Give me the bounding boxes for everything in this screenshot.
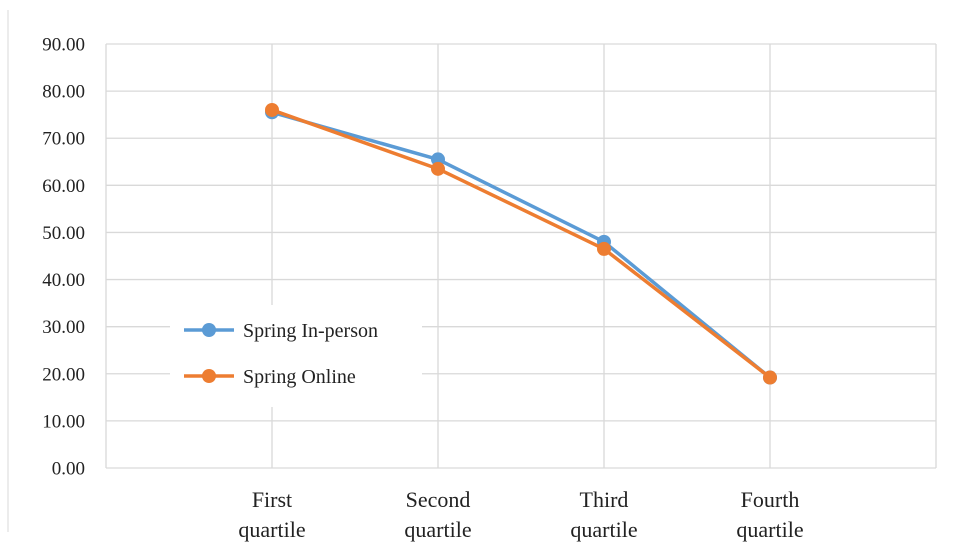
x-tick-label-0-line-1: quartile — [238, 517, 305, 542]
legend-label-0: Spring In-person — [243, 320, 378, 342]
data-point-1-0 — [265, 102, 279, 117]
y-tick-label-5: 50.00 — [42, 223, 85, 244]
x-axis-category-labels: First quartile Second quartile Third quartile… — [238, 487, 803, 542]
series-group — [265, 102, 777, 385]
data-point-1-1 — [431, 161, 445, 176]
y-tick-label-3: 30.00 — [42, 317, 85, 338]
x-tick-label-2-line-0: Third — [580, 487, 629, 512]
y-tick-label-6: 60.00 — [42, 176, 85, 197]
x-tick-label-1-line-1: quartile — [404, 517, 471, 542]
data-point-1-3 — [763, 370, 777, 385]
series-line-0 — [270, 110, 772, 380]
legend: Spring In-person Spring Online — [170, 305, 422, 407]
legend-swatch-marker-0 — [202, 323, 216, 337]
gridlines — [105, 43, 937, 469]
x-tick-label-2-line-1: quartile — [570, 517, 637, 542]
x-tick-label-1-line-0: Second — [406, 487, 471, 512]
y-tick-label-2: 20.00 — [42, 364, 85, 385]
legend-swatch-marker-1 — [202, 369, 216, 383]
x-tick-label-0-line-0: First — [252, 487, 292, 512]
y-tick-label-7: 70.00 — [42, 129, 85, 150]
legend-label-1: Spring Online — [243, 366, 356, 388]
series-line-1 — [270, 108, 772, 380]
y-axis-tick-labels: 0.00 10.00 20.00 30.00 40.00 50.00 60.00 70.00 8… — [42, 35, 85, 480]
y-tick-label-4: 40.00 — [42, 270, 85, 291]
y-tick-label-9: 90.00 — [42, 35, 85, 56]
legend-background — [170, 305, 422, 407]
legend-entry-0: Spring In-person — [184, 320, 378, 342]
data-point-1-2 — [597, 241, 611, 256]
x-tick-label-3-line-1: quartile — [736, 517, 803, 542]
y-tick-label-8: 80.00 — [42, 82, 85, 103]
series-1 — [265, 102, 777, 385]
legend-entry-1: Spring Online — [184, 366, 356, 388]
x-tick-label-3-line-0: Fourth — [741, 487, 800, 512]
y-tick-label-1: 10.00 — [42, 411, 85, 432]
y-tick-label-0: 0.00 — [52, 459, 85, 480]
